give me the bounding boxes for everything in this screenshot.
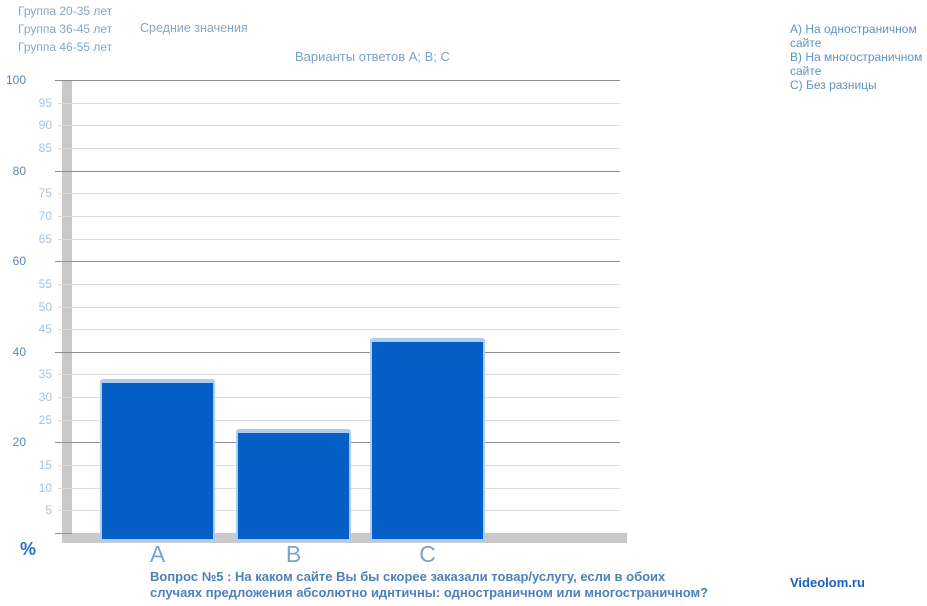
gridline <box>58 419 620 421</box>
question-line: случаях предложения абсолютно иднтичны: … <box>150 585 709 601</box>
y-tick-label: 45 <box>38 322 52 337</box>
y-tick-label: 80 <box>12 163 26 178</box>
gridline <box>58 147 620 149</box>
bar-C <box>370 338 485 541</box>
y-tick-label: 30 <box>38 390 52 405</box>
series-note-label: Средние значения <box>140 21 248 35</box>
question-text: Вопрос №5 : На каком сайте Вы бы скорее … <box>150 569 750 602</box>
y-tick-label: 55 <box>38 276 52 291</box>
gridline <box>58 193 620 195</box>
answer-legend-item: B) На многостраничном сайте <box>790 50 923 78</box>
y-tick-label: 50 <box>38 299 52 314</box>
group-legend: Группа 20-35 лет Группа 36-45 лет Группа… <box>18 2 112 56</box>
question-line: Вопрос №5 : На каком сайте Вы бы скорее … <box>150 569 666 584</box>
gridline <box>55 351 620 353</box>
y-tick-label: 85 <box>38 140 52 155</box>
y-tick-label: 5 <box>45 503 52 518</box>
y-tick-label: 35 <box>38 367 52 382</box>
y-axis-unit-label: % <box>20 539 37 559</box>
y-tick-label: 15 <box>38 458 52 473</box>
gridline <box>58 283 620 285</box>
group-legend-item: Группа 20-35 лет <box>18 4 113 18</box>
y-tick-label: 100 <box>5 73 26 87</box>
y-tick-label: 95 <box>38 95 52 110</box>
y-tick-label: 60 <box>12 254 26 269</box>
y-tick-label: 70 <box>38 208 52 223</box>
answer-legend-item: C) Без разницы <box>790 78 877 92</box>
gridline <box>55 170 620 172</box>
y-tick-label: 20 <box>12 435 26 450</box>
gridline <box>55 80 620 81</box>
bar-B <box>236 428 351 541</box>
gridline <box>58 238 620 240</box>
bar-A <box>100 378 215 541</box>
x-tick-label: C <box>419 541 436 567</box>
brand-link[interactable]: Videolom.ru <box>790 575 865 590</box>
x-tick-label: B <box>285 541 302 567</box>
gridline <box>58 215 620 217</box>
y-tick-label: 25 <box>38 412 52 427</box>
x-tick-label: A <box>149 541 166 567</box>
answer-legend: A) На одностраничном сайте B) На многост… <box>790 22 927 94</box>
zero-tick <box>55 533 72 534</box>
answer-legend-item: A) На одностраничном сайте <box>790 22 917 50</box>
y-axis-bar <box>62 80 72 543</box>
gridline <box>58 374 620 376</box>
gridline <box>58 329 620 331</box>
y-tick-label: 10 <box>38 480 52 495</box>
gridline <box>58 102 620 104</box>
y-tick-label: 75 <box>38 186 52 201</box>
gridline <box>58 306 620 308</box>
gridline <box>55 261 620 263</box>
y-tick-label: 65 <box>38 231 52 246</box>
gridline <box>58 125 620 127</box>
y-tick-label: 90 <box>38 118 52 133</box>
group-legend-item: Группа 36-45 лет <box>18 22 113 36</box>
y-tick-label: 40 <box>12 344 26 359</box>
gridline <box>58 397 620 399</box>
group-legend-item: Группа 46-55 лет <box>18 40 113 54</box>
chart-title: Варианты ответов A; B; C <box>295 49 450 64</box>
